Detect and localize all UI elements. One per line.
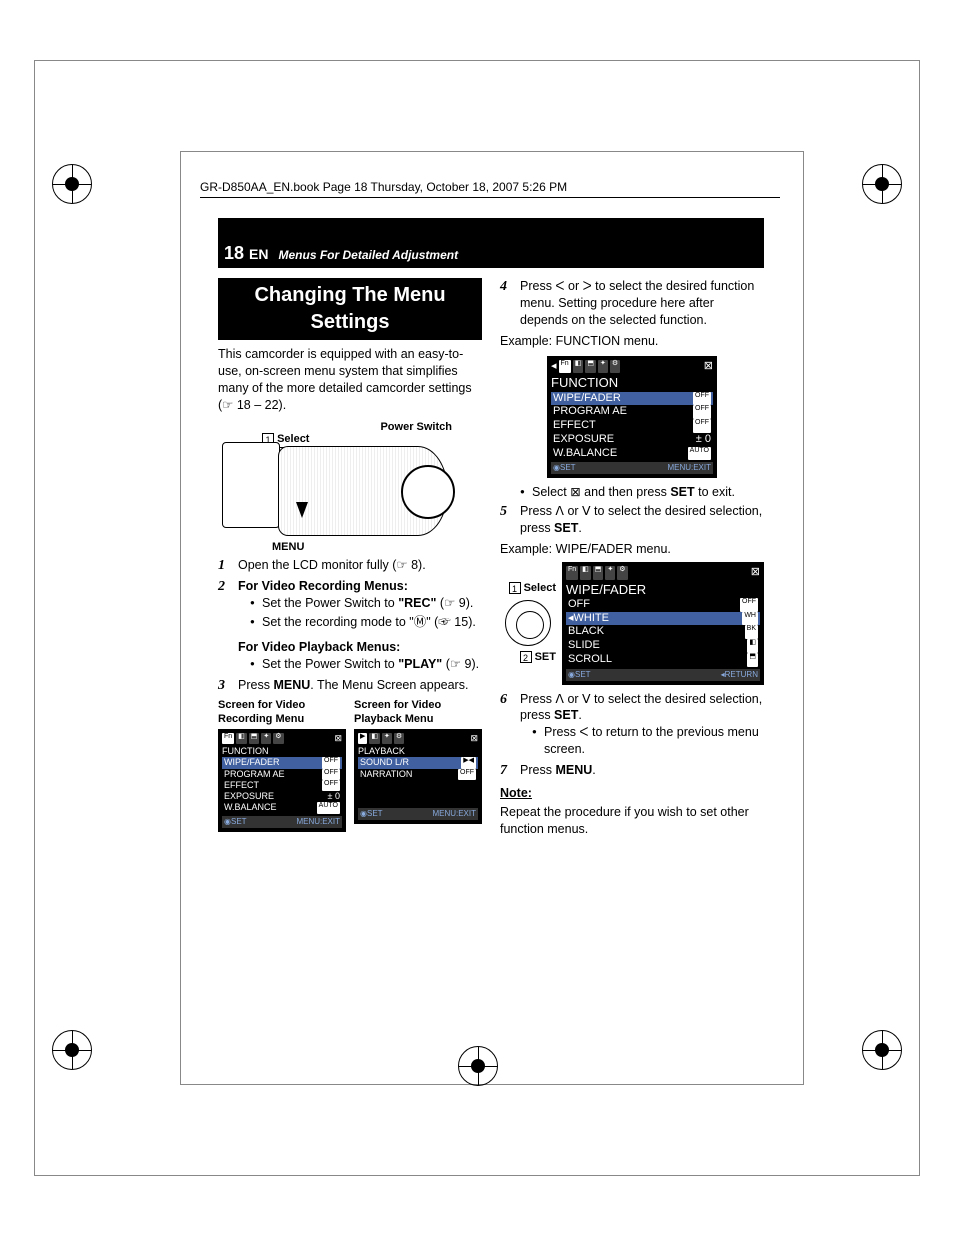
page-number: 18 <box>224 243 244 263</box>
regmark-icon <box>52 164 92 204</box>
menu-arrow-icon <box>296 502 308 518</box>
step-2-rec-a: Set the Power Switch to "REC" (☞ 9). <box>250 595 482 612</box>
camcorder-screen-icon <box>222 442 280 528</box>
regmark-icon <box>862 164 902 204</box>
camcorder-lens-icon <box>401 465 455 519</box>
focus-dial-icon <box>505 600 551 646</box>
camcorder-body-icon <box>278 446 448 536</box>
menu-label: MENU <box>272 540 304 555</box>
step-2-rec-b: Set the recording mode to "Ⓜ" (☞ 15). <box>250 614 482 631</box>
step-4: Press ᐸ or ᐳ to select the desired funct… <box>500 278 764 329</box>
wipe-block: 1 Select 2 SET Fn◧⬒✦⚙⊠ WIPE/FADER OFFOFF… <box>500 562 764 685</box>
note-text: Repeat the procedure if you wish to set … <box>500 804 764 838</box>
page-title: Changing The Menu Settings <box>218 278 482 340</box>
step-6: Press ᐱ or ᐯ to select the desired selec… <box>500 691 764 759</box>
lcd-wipe-large: Fn◧⬒✦⚙⊠ WIPE/FADER OFFOFF ◂ WHITEWH BLAC… <box>562 562 764 685</box>
step-3: Press MENU. The Menu Screen appears. <box>218 677 482 694</box>
step-7: Press MENU. <box>500 762 764 779</box>
page-tag: 18 EN Menus For Detailed Adjustment <box>224 243 458 264</box>
step-5: Press ᐱ or ᐯ to select the desired selec… <box>500 503 764 537</box>
regmark-icon <box>458 1046 498 1086</box>
steps-list-right-2: Press ᐱ or ᐯ to select the desired selec… <box>500 503 764 537</box>
page-lang: EN <box>249 246 268 262</box>
section-title: Menus For Detailed Adjustment <box>279 248 459 262</box>
steps-list-right-1: Press ᐸ or ᐳ to select the desired funct… <box>500 278 764 329</box>
lcd-function-small: Fn◧⬒✦⚙⊠ FUNCTION WIPE/FADEROFF PROGRAM A… <box>218 729 346 832</box>
intro-text: This camcorder is equipped with an easy-… <box>218 346 482 414</box>
step-6-sub: Press ᐸ to return to the previous menu s… <box>532 724 764 758</box>
note-heading: Note: <box>500 785 764 802</box>
menu-screen-previews: Screen for Video Recording Menu Fn◧⬒✦⚙⊠ … <box>218 699 482 831</box>
example-wipe-label: Example: WIPE/FADER menu. <box>500 541 764 558</box>
steps-list-left: Open the LCD monitor fully (☞ 8). For Vi… <box>218 557 482 693</box>
func-exit-note: Select ⊠ and then press SET to exit. <box>520 484 764 501</box>
section-header-bar: 18 EN Menus For Detailed Adjustment <box>218 218 764 268</box>
power-switch-label: Power Switch <box>218 420 482 435</box>
step-2-pb-a: Set the Power Switch to "PLAY" (☞ 9). <box>250 656 482 673</box>
doc-header: GR-D850AA_EN.book Page 18 Thursday, Octo… <box>200 180 780 198</box>
rec-screen-title: Screen for Video Recording Menu <box>218 699 346 725</box>
lcd-function-large: ◂Fn◧⬒✦⚙⊠ FUNCTION WIPE/FADEROFF PROGRAM … <box>547 356 717 479</box>
right-column: Press ᐸ or ᐳ to select the desired funct… <box>500 278 764 838</box>
content-columns: Changing The Menu Settings This camcorde… <box>218 278 764 838</box>
pb-screen-title: Screen for Video Playback Menu <box>354 699 482 725</box>
steps-list-right-3: Press ᐱ or ᐯ to select the desired selec… <box>500 691 764 779</box>
lcd-playback-small: ▶◧✦⚙⊠ PLAYBACK SOUND L/R▶◀ NARRATIONOFF … <box>354 729 482 824</box>
step-1: Open the LCD monitor fully (☞ 8). <box>218 557 482 574</box>
example-function-label: Example: FUNCTION menu. <box>500 333 764 350</box>
regmark-icon <box>862 1030 902 1070</box>
camcorder-diagram: 1 Select 2 SET MENU <box>218 436 482 551</box>
step-2: For Video Recording Menus: Set the Power… <box>218 578 482 672</box>
left-column: Changing The Menu Settings This camcorde… <box>218 278 482 838</box>
regmark-icon <box>52 1030 92 1070</box>
